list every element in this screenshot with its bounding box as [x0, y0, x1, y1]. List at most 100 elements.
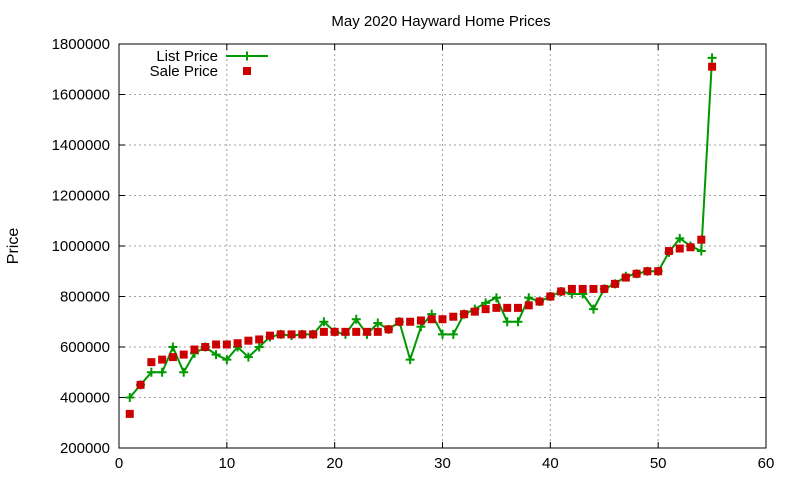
sale-price-point	[600, 284, 609, 293]
sale-price-point	[460, 310, 469, 319]
list-price-point	[179, 367, 189, 377]
sale-price-point	[168, 353, 177, 362]
sale-price-point	[265, 331, 274, 340]
sale-price-point	[298, 330, 307, 339]
sale-price-point	[643, 267, 652, 276]
axis-ticks: 200000 400000 600000 800000 1000000 1200000 14…	[52, 36, 775, 472]
series-layer	[125, 53, 717, 418]
sale-price-point	[611, 279, 620, 288]
list-price-point	[524, 293, 534, 303]
list-price-point	[125, 393, 135, 402]
sale-price-point	[276, 330, 285, 339]
y-tick-label: 1000000	[52, 238, 110, 255]
sale-price-point	[395, 317, 404, 326]
y-tick-label: 1400000	[52, 137, 110, 154]
sale-price-point	[330, 327, 339, 336]
sale-price-point	[686, 243, 695, 252]
sale-price-point	[470, 307, 479, 316]
sale-price-point	[233, 339, 242, 348]
x-tick-label: 50	[650, 455, 667, 472]
sale-price-point	[179, 350, 188, 359]
sale-price-point	[438, 315, 447, 324]
sale-price-point	[125, 409, 134, 418]
sale-price-point	[373, 327, 382, 336]
sale-price-point	[675, 244, 684, 253]
x-tick-label: 30	[434, 455, 451, 472]
sale-price-point	[524, 301, 533, 310]
list-price-point	[696, 246, 706, 256]
sale-price-point	[503, 303, 512, 312]
sale-price-point	[589, 284, 598, 293]
list-price-point	[254, 342, 264, 352]
sale-price-point	[449, 312, 458, 321]
list-price-point	[502, 317, 512, 327]
sale-price-point	[557, 287, 566, 296]
sale-price-point	[158, 355, 167, 364]
chart-title: May 2020 Hayward Home Prices	[331, 13, 550, 30]
list-price-point	[448, 329, 458, 339]
x-tick-label: 0	[115, 455, 123, 472]
grid-lines	[119, 44, 766, 448]
y-tick-label: 1200000	[52, 188, 110, 205]
list-price-point	[405, 355, 415, 365]
legend-label-list-price: List Price	[156, 48, 218, 65]
sale-price-point	[492, 303, 501, 312]
sale-price-point	[664, 247, 673, 256]
legend-swatch-sale-price	[243, 67, 251, 75]
legend: List Price Sale Price	[150, 48, 268, 80]
sale-price-point	[201, 343, 210, 351]
sale-price-point	[654, 267, 663, 276]
sale-price-point	[363, 327, 372, 336]
sale-price-point	[513, 303, 522, 312]
sale-price-point	[416, 316, 425, 325]
sale-price-point	[708, 62, 717, 71]
sale-price-point	[621, 273, 630, 282]
list-price-point	[168, 342, 178, 352]
sale-price-point	[147, 358, 156, 367]
x-tick-label: 40	[542, 455, 559, 472]
sale-price-point	[578, 284, 587, 293]
list-price-point	[373, 318, 383, 328]
sale-price-point	[567, 284, 576, 293]
list-price-point	[243, 352, 253, 362]
list-price-point	[438, 329, 447, 339]
y-tick-label: 200000	[60, 440, 110, 457]
list-price-point	[146, 367, 156, 377]
sale-price-point	[341, 327, 350, 336]
y-tick-label: 400000	[60, 390, 110, 407]
sale-price-point	[427, 315, 436, 324]
y-tick-label: 800000	[60, 289, 110, 306]
list-price-point	[491, 293, 501, 303]
list-price-point	[513, 317, 523, 327]
y-tick-label: 600000	[60, 339, 110, 356]
legend-marker-list-price	[242, 51, 252, 61]
list-price-point	[675, 233, 685, 243]
sale-price-point	[481, 305, 490, 314]
x-tick-label: 20	[326, 455, 343, 472]
list-price-point	[707, 53, 717, 63]
sale-price-point	[406, 317, 415, 326]
sale-price-point	[535, 297, 544, 306]
y-axis-label: Price	[5, 228, 22, 265]
legend-label-sale-price: Sale Price	[150, 63, 218, 80]
list-price-point	[211, 350, 221, 360]
sale-price-point	[255, 335, 264, 344]
sale-price-point	[352, 327, 361, 336]
x-tick-label: 10	[218, 455, 235, 472]
sale-price-point	[319, 327, 328, 336]
y-tick-label: 1800000	[52, 36, 110, 53]
sale-price-point	[384, 325, 393, 334]
list-price-point	[222, 355, 232, 365]
sale-price-point	[546, 292, 555, 301]
list-price-point	[588, 304, 598, 314]
sale-price-point	[222, 340, 231, 349]
list-price-point	[351, 314, 361, 324]
x-tick-label: 60	[758, 455, 775, 472]
sale-price-point	[697, 235, 706, 244]
y-tick-label: 1600000	[52, 87, 110, 104]
sale-price-point	[309, 330, 318, 339]
sale-price-point	[136, 380, 145, 389]
list-price-point	[319, 317, 329, 327]
sale-price-point	[244, 336, 253, 345]
